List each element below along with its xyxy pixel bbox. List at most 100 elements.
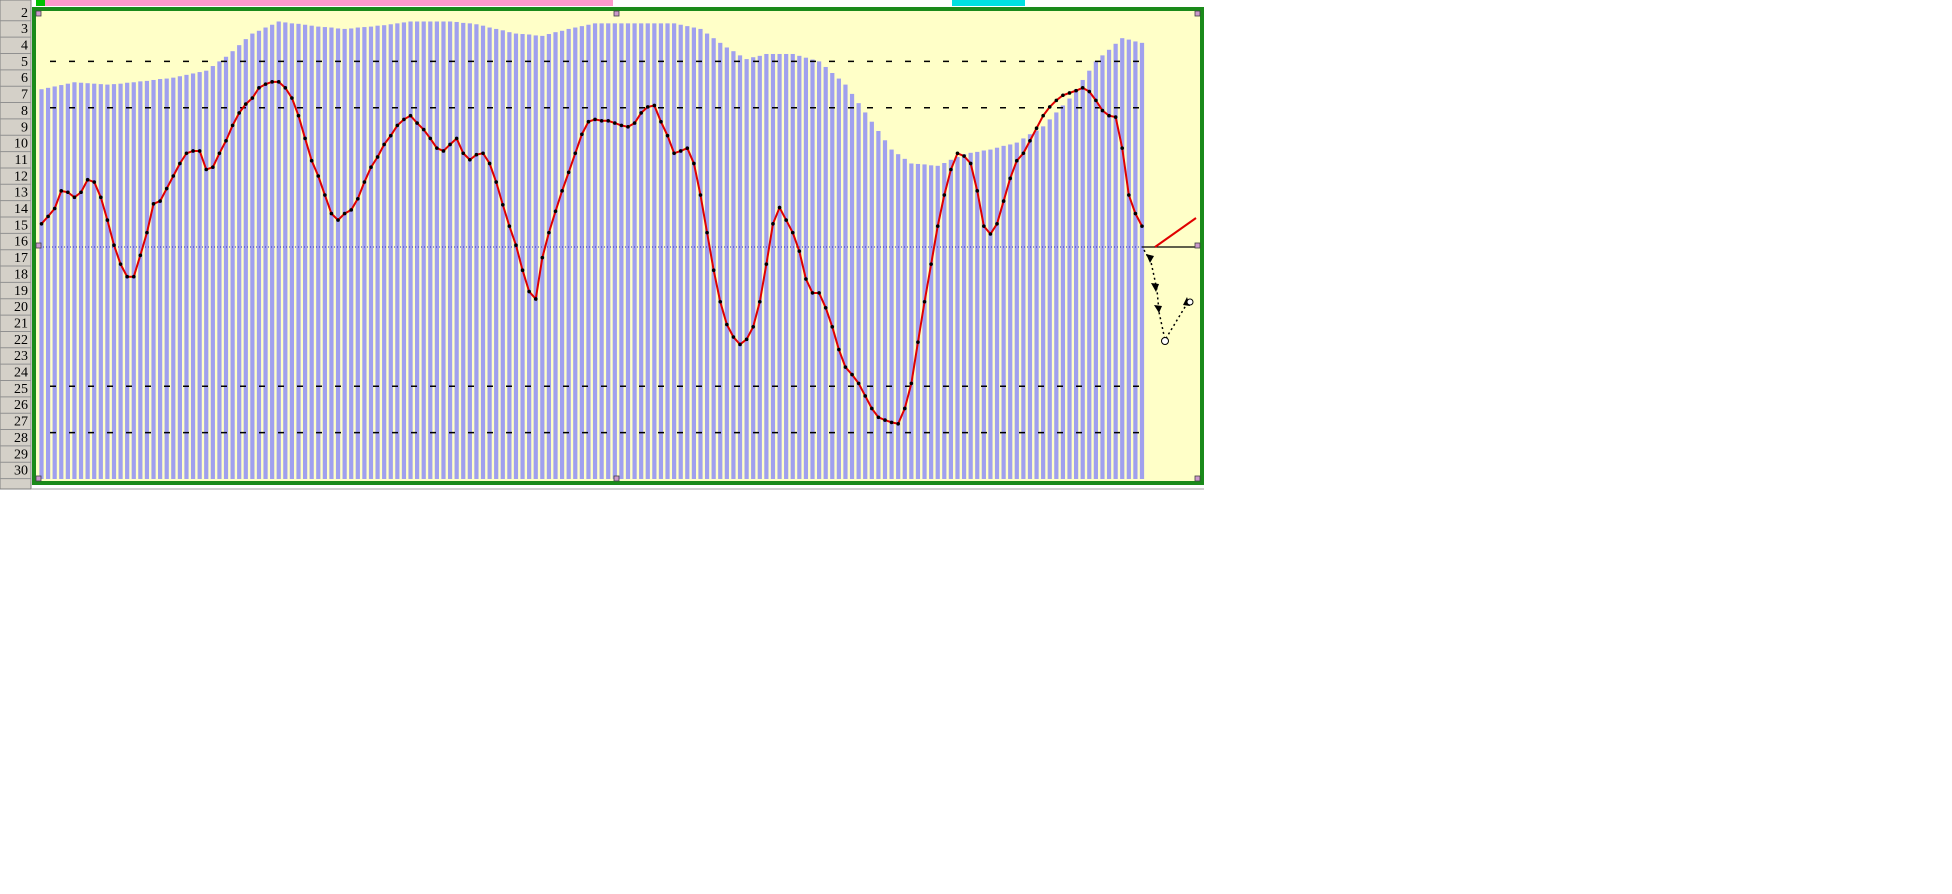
point <box>428 136 433 141</box>
handle[interactable] <box>1194 242 1201 249</box>
handle[interactable] <box>35 475 42 482</box>
bar <box>375 25 380 480</box>
bar <box>731 51 736 479</box>
point <box>751 325 756 329</box>
bar <box>461 22 466 479</box>
point <box>79 190 83 195</box>
handle[interactable] <box>613 10 620 17</box>
arrow-head <box>1151 283 1159 292</box>
point <box>164 186 169 191</box>
point <box>323 193 327 197</box>
bar <box>230 51 235 479</box>
point <box>1100 108 1105 113</box>
point <box>243 102 248 106</box>
row-header: 18 <box>14 267 28 282</box>
row-header: 5 <box>21 55 28 70</box>
point <box>935 224 940 228</box>
bar <box>118 83 123 479</box>
point <box>580 132 584 137</box>
row-header: 14 <box>14 202 28 217</box>
point <box>461 151 466 156</box>
point <box>744 337 749 342</box>
point <box>731 335 736 339</box>
row-header: 26 <box>14 398 28 413</box>
point <box>1047 105 1052 109</box>
arrow-head <box>1154 305 1162 313</box>
bar <box>1041 126 1046 480</box>
row-header: 19 <box>14 284 28 299</box>
bar <box>994 147 1000 480</box>
bar <box>520 34 525 480</box>
bar <box>790 53 795 479</box>
bar <box>606 23 611 480</box>
point <box>968 161 973 166</box>
bar <box>929 165 934 479</box>
bar <box>210 66 215 479</box>
bar <box>184 74 189 479</box>
point <box>738 342 742 347</box>
row-headers: 2345678910111213141516171819202122232425… <box>0 6 31 480</box>
point <box>250 96 255 100</box>
point <box>1054 98 1059 103</box>
handle[interactable] <box>613 475 620 482</box>
bar <box>573 27 578 479</box>
point <box>685 146 690 150</box>
point <box>1067 91 1072 95</box>
bar <box>698 28 703 479</box>
point <box>889 420 894 425</box>
row-header: 16 <box>14 235 28 250</box>
bar <box>92 83 97 479</box>
bar <box>1027 134 1033 480</box>
point <box>375 155 380 159</box>
bar <box>223 56 229 479</box>
row-header: 11 <box>15 153 28 168</box>
point <box>863 394 868 398</box>
bar <box>1100 55 1105 479</box>
handle[interactable] <box>1194 10 1201 17</box>
bar <box>1008 144 1013 479</box>
bar <box>355 27 360 479</box>
bar <box>527 34 532 479</box>
bar <box>190 73 196 480</box>
bar <box>65 83 70 479</box>
bar <box>1047 119 1052 480</box>
point <box>553 209 558 214</box>
row-header: 17 <box>14 251 28 266</box>
point <box>1034 126 1039 131</box>
bar <box>625 23 631 480</box>
handle[interactable] <box>1194 475 1201 482</box>
point <box>184 151 189 156</box>
point <box>263 82 268 86</box>
handle[interactable] <box>35 242 42 249</box>
point <box>678 149 683 153</box>
cell <box>45 0 613 6</box>
bar <box>1139 42 1145 480</box>
point <box>1001 199 1006 203</box>
handle[interactable] <box>35 10 42 17</box>
bar <box>922 164 927 479</box>
bar <box>474 24 479 480</box>
bar <box>1014 142 1019 479</box>
bar <box>428 21 433 479</box>
point <box>270 80 274 84</box>
bar <box>889 149 894 479</box>
bar <box>797 55 802 479</box>
bar <box>52 86 57 480</box>
point <box>395 123 400 128</box>
point <box>955 151 960 156</box>
point <box>131 274 136 279</box>
bar <box>955 156 960 479</box>
bar <box>39 89 44 480</box>
bar <box>59 85 64 480</box>
bar <box>111 84 117 480</box>
point <box>988 232 993 236</box>
bar <box>935 165 940 480</box>
point <box>1120 146 1125 150</box>
forecast-point <box>1186 298 1194 306</box>
point <box>830 325 835 329</box>
bar <box>882 140 888 479</box>
point <box>645 105 650 109</box>
bar <box>915 163 921 479</box>
point <box>66 190 70 195</box>
